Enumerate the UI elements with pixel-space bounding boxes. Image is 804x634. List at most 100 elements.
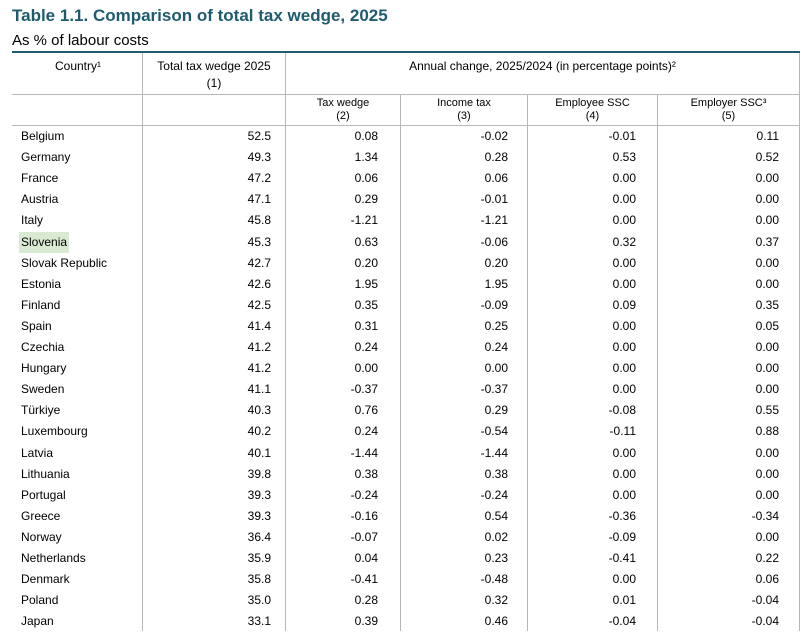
it-cell: -0.02 <box>480 129 508 143</box>
tw-cell: 0.38 <box>354 466 378 481</box>
total-cell: 41.1 <box>247 382 271 397</box>
tw-cell: 0.35 <box>354 297 378 312</box>
total-cell: 40.2 <box>247 424 271 439</box>
country-cell: Japan <box>21 614 54 629</box>
country-cell: Hungary <box>21 361 67 376</box>
er-cell: 0.00 <box>755 361 779 376</box>
table-row: Finland 42.5 0.35 -0.09 0.09 0.35 <box>14 295 800 316</box>
country-cell: Germany <box>21 150 71 165</box>
ee-cell: -0.09 <box>608 529 636 544</box>
tw-cell: 0.24 <box>354 424 378 439</box>
tw-cell: 0.00 <box>354 361 378 376</box>
header-employee-ssc: Employee SSC <box>555 97 630 109</box>
it-cell: 0.20 <box>484 255 508 270</box>
column-divider <box>799 53 800 631</box>
total-cell: 39.3 <box>247 487 271 502</box>
total-cell: 45.8 <box>247 213 271 228</box>
country-cell: Portugal <box>21 487 66 502</box>
it-cell: -0.54 <box>480 424 508 439</box>
header-rule <box>12 94 800 95</box>
table-row: Japan 33.1 0.39 0.46 -0.04 -0.04 <box>14 611 800 632</box>
header-rule <box>12 125 800 126</box>
country-cell: Latvia <box>21 445 54 460</box>
table-row: Greece 39.3 -0.16 0.54 -0.36 -0.34 <box>14 506 800 527</box>
country-cell: Poland <box>21 593 59 608</box>
table-title: Table 1.1. Comparison of total tax wedge… <box>12 6 388 25</box>
it-cell: 0.06 <box>484 171 508 186</box>
table-row: Norway 36.4 -0.07 0.02 -0.09 0.00 <box>14 527 800 548</box>
header-tax-wedge: Tax wedge <box>316 97 370 109</box>
table-row: Germany 49.3 1.34 0.28 0.53 0.52 <box>14 147 800 168</box>
table-row: Sweden 41.1 -0.37 -0.37 0.00 0.00 <box>14 379 800 400</box>
er-cell: 0.05 <box>755 318 779 333</box>
table-row: Luxembourg 40.2 0.24 -0.54 -0.11 0.88 <box>14 421 800 442</box>
table-row: Slovak Republic 42.7 0.20 0.20 0.00 0.00 <box>14 253 800 274</box>
er-cell: 0.00 <box>755 445 779 460</box>
er-cell: 0.11 <box>756 129 779 143</box>
header-employer-ssc-number: (5) <box>721 110 736 122</box>
header-income-tax: Income tax <box>437 97 491 109</box>
ee-cell: 0.00 <box>612 487 636 502</box>
total-cell: 39.8 <box>247 466 271 481</box>
country-cell: Denmark <box>21 572 70 587</box>
header-total-tax-wedge: Total tax wedge 2025 <box>157 59 271 73</box>
country-cell: Norway <box>21 529 62 544</box>
table-row: Netherlands 35.9 0.04 0.23 -0.41 0.22 <box>14 548 800 569</box>
er-cell: -0.34 <box>751 508 779 523</box>
it-cell: -0.48 <box>480 572 508 587</box>
it-cell: -1.21 <box>480 213 508 228</box>
er-cell: 0.00 <box>755 340 779 354</box>
it-cell: -1.44 <box>480 445 508 460</box>
table-row: Italy 45.8 -1.21 -1.21 0.00 0.00 <box>14 210 800 231</box>
it-cell: 0.23 <box>484 551 508 565</box>
total-cell: 33.1 <box>247 614 271 629</box>
table-top-rule <box>12 51 800 53</box>
er-cell: 0.55 <box>755 403 779 418</box>
it-cell: 0.00 <box>484 361 508 376</box>
er-cell: -0.04 <box>751 614 779 629</box>
total-cell: 39.3 <box>247 508 271 523</box>
table-row: Czechia 41.2 0.24 0.24 0.00 0.00 <box>14 337 800 358</box>
ee-cell: 0.00 <box>612 255 636 270</box>
it-cell: 0.29 <box>484 403 508 418</box>
column-divider <box>527 94 528 631</box>
header-employee-ssc-number: (4) <box>585 110 600 122</box>
country-cell: Lithuania <box>21 466 70 481</box>
it-cell: 0.28 <box>484 150 508 165</box>
tw-cell: -0.41 <box>350 572 378 587</box>
table-row: Austria 47.1 0.29 -0.01 0.00 0.00 <box>14 189 800 210</box>
ee-cell: 0.00 <box>612 192 636 207</box>
er-cell: 0.88 <box>755 424 779 439</box>
tw-cell: 0.76 <box>354 403 378 418</box>
table-row: Belgium 52.5 0.08 -0.02 -0.01 0.11 <box>14 126 800 147</box>
table-row: Slovenia 45.3 0.63 -0.06 0.32 0.37 <box>14 231 800 253</box>
it-cell: 0.32 <box>484 593 508 608</box>
tw-cell: 0.29 <box>354 192 378 207</box>
total-cell: 42.7 <box>247 255 271 270</box>
total-cell: 47.1 <box>247 192 271 207</box>
tw-cell: -1.21 <box>350 213 378 228</box>
it-cell: -0.01 <box>480 192 508 207</box>
total-cell: 35.0 <box>247 593 271 608</box>
total-cell: 42.6 <box>247 276 271 291</box>
table-row: Spain 41.4 0.31 0.25 0.00 0.05 <box>14 316 800 337</box>
total-cell: 52.5 <box>247 129 271 143</box>
header-total-tax-wedge-number: (1) <box>206 76 222 90</box>
ee-cell: 0.01 <box>612 593 636 608</box>
ee-cell: 0.00 <box>612 382 636 397</box>
ee-cell: 0.53 <box>612 150 636 165</box>
ee-cell: 0.00 <box>612 445 636 460</box>
ee-cell: 0.00 <box>612 171 636 186</box>
tw-cell: 0.04 <box>354 551 378 565</box>
ee-cell: -0.08 <box>608 403 636 418</box>
header-employer-ssc: Employer SSC³ <box>690 97 767 109</box>
er-cell: 0.00 <box>755 171 779 186</box>
tw-cell: 1.95 <box>354 276 378 291</box>
ee-cell: 0.00 <box>612 572 636 587</box>
it-cell: 0.54 <box>484 508 508 523</box>
ee-cell: 0.00 <box>612 361 636 376</box>
er-cell: 0.06 <box>755 572 779 587</box>
tw-cell: 0.63 <box>354 234 378 249</box>
ee-cell: -0.01 <box>608 129 636 143</box>
total-cell: 45.3 <box>247 234 271 249</box>
